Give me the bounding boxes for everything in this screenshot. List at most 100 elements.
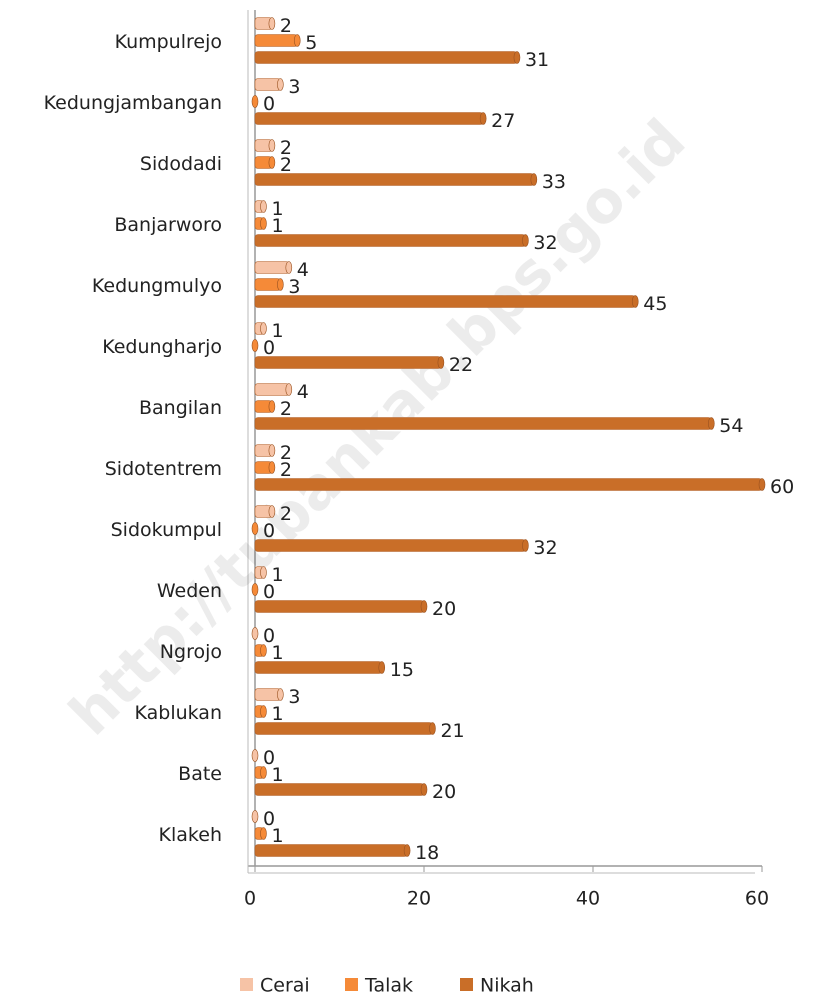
bar-cap [268,17,276,30]
bar [254,600,425,613]
bar-cap [429,722,436,735]
bar [254,688,281,701]
value-label: 2 [280,15,292,37]
value-label: 2 [280,137,292,159]
value-label: 33 [542,171,566,193]
y-tick-label: Kedungmulyo [92,275,222,297]
bar-cap [251,749,259,762]
bar [254,234,526,247]
bar-cap [293,34,301,47]
y-tick-label: Sidodadi [140,153,222,175]
value-label: 2 [280,503,292,525]
bar-cap [522,539,529,552]
bar-cap [285,261,293,274]
value-label: 3 [288,76,300,98]
x-tick-label: 60 [745,888,769,910]
bar-cap [268,400,276,413]
bar-cap [268,444,276,457]
bar-cap [251,583,259,596]
bar-cap [268,505,276,518]
value-label: 32 [533,232,557,254]
value-label: 2 [280,442,292,464]
value-label: 20 [432,781,456,803]
value-label: 1 [271,642,283,664]
bar-cap [420,600,428,613]
value-label: 3 [288,276,300,298]
bar-cap [251,339,259,352]
legend-swatch [345,978,358,991]
value-label: 4 [297,259,309,281]
value-label: 31 [525,49,549,71]
value-label: 1 [271,564,283,586]
bar-cap [268,156,276,169]
bar-cap [268,461,276,474]
value-label: 4 [297,381,309,403]
bar-cap [378,661,386,674]
bar [254,356,442,369]
bar-cap [513,51,521,64]
bar [254,261,290,274]
x-tick-label: 40 [576,888,600,910]
legend-label: Cerai [260,975,310,997]
y-tick-label: Kedungjambangan [44,92,222,114]
value-label: 22 [449,354,473,376]
y-tick-label: Kumpulrejo [115,31,222,53]
bar-cap [277,688,284,701]
bar-cap [260,322,267,335]
bar-cap [479,112,487,125]
bar-cap [260,705,267,718]
y-tick-label: Ngrojo [160,641,222,663]
value-label: 0 [263,747,275,769]
value-label: 27 [491,110,515,132]
bar [254,722,433,735]
x-tick-label: 0 [244,888,256,910]
y-tick-label: Kedungharjo [102,336,222,358]
bar [254,417,712,430]
bar [254,34,298,47]
bar-cap [251,627,259,640]
value-label: 0 [263,520,275,542]
bar [254,295,636,308]
value-label: 0 [263,337,275,359]
value-label: 21 [440,720,464,742]
bar [254,661,383,674]
bar [254,478,763,491]
bar-cap [758,478,766,491]
value-label: 0 [263,808,275,830]
legend-label: Nikah [480,975,534,997]
value-label: 60 [770,476,794,498]
value-label: 20 [432,598,456,620]
value-label: 2 [280,154,292,176]
bar [254,783,425,796]
x-tick-label: 20 [407,888,431,910]
bar-cap [260,566,267,579]
value-label: 0 [263,581,275,603]
value-label: 18 [415,842,439,864]
y-tick-label: Sidokumpul [111,519,222,541]
value-label: 1 [271,703,283,725]
value-label: 1 [271,198,283,220]
legend-swatch [240,978,253,991]
bar [254,78,281,91]
bar-cap [260,217,267,230]
bar-cap [277,278,284,291]
value-label: 45 [643,293,667,315]
value-label: 32 [533,537,557,559]
bar-cap [260,766,267,779]
value-label: 5 [305,32,317,54]
value-label: 2 [280,459,292,481]
y-tick-label: Bate [178,763,222,785]
bar-cap [277,78,284,91]
y-tick-label: Bangilan [139,397,222,419]
value-label: 1 [271,215,283,237]
value-label: 1 [271,320,283,342]
bar [254,844,408,857]
value-label: 54 [719,415,743,437]
bar [254,51,518,64]
legend-swatch [460,978,473,991]
bar-cap [268,139,276,152]
bar-cap [251,810,259,823]
y-tick-label: Kablukan [134,702,222,724]
value-label: 2 [280,398,292,420]
